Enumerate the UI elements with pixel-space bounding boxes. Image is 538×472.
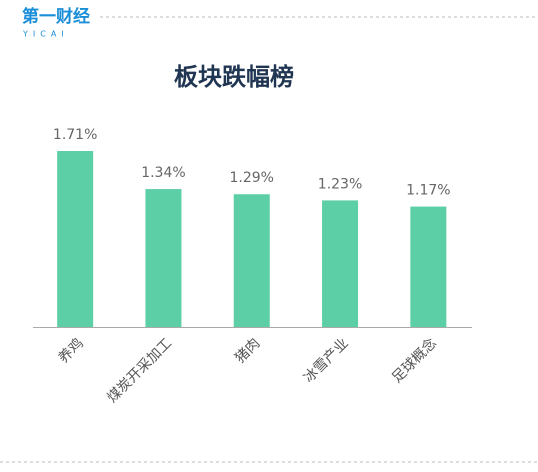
logo-sub: YICAI xyxy=(22,30,69,39)
x-tick-label: 冰雪产业 xyxy=(301,335,352,386)
chart-title: 板块跌幅榜 xyxy=(174,63,294,91)
x-tick-label: 养鸡 xyxy=(55,335,87,367)
bar xyxy=(233,194,270,327)
bar xyxy=(57,151,94,327)
value-label: 1.29% xyxy=(230,170,274,186)
x-tick-label: 煤炭开采加工 xyxy=(104,335,175,406)
bar xyxy=(145,189,182,327)
value-label: 1.23% xyxy=(318,176,362,192)
value-label: 1.71% xyxy=(53,127,97,143)
value-label: 1.34% xyxy=(141,165,185,181)
bar xyxy=(410,206,447,327)
x-tick-label: 猪肉 xyxy=(232,335,263,366)
x-tick-label: 足球概念 xyxy=(388,335,440,387)
bar xyxy=(322,200,359,327)
value-label: 1.17% xyxy=(406,183,450,199)
logo-name: 第一财经 xyxy=(22,6,90,27)
